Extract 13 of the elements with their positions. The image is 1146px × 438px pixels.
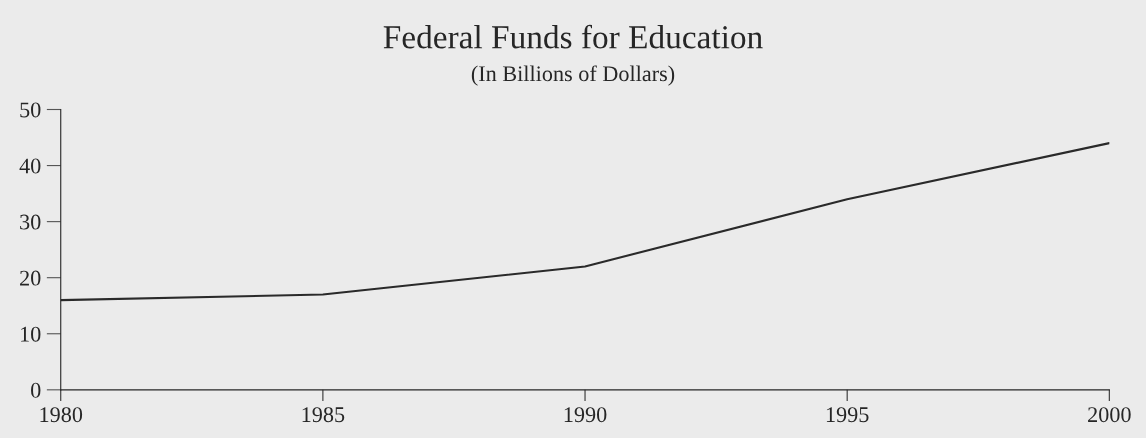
- y-tick-label: 30: [20, 214, 41, 230]
- y-tick-label: 10: [21, 326, 41, 342]
- chart-subtitle: (In Billions of Dollars): [471, 65, 675, 86]
- x-tick-label: 1995: [826, 407, 869, 423]
- y-tick-label: 20: [20, 270, 41, 286]
- chart-title: Federal Funds for Education: [383, 24, 763, 49]
- y-tick-label: 50: [20, 102, 41, 118]
- y-tick-label: 40: [19, 158, 41, 174]
- x-tick-label: 1990: [564, 407, 607, 423]
- y-tick-label: 0: [31, 382, 41, 398]
- x-tick-label: 1980: [40, 407, 83, 423]
- x-tick-label: 1985: [302, 407, 345, 423]
- x-tick-label: 2000: [1088, 407, 1131, 423]
